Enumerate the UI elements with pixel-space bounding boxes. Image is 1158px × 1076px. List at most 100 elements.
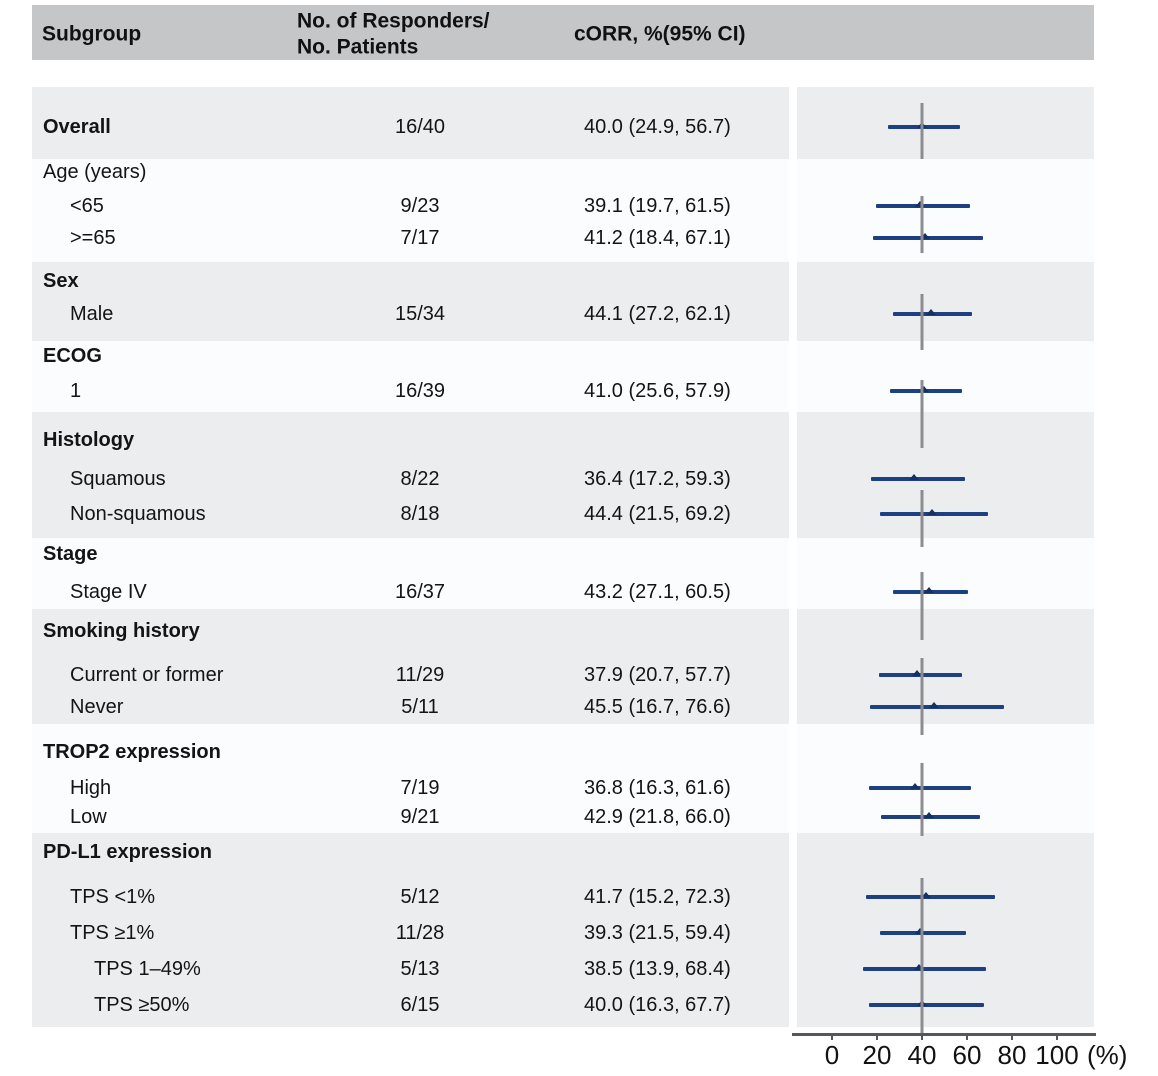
responders-value: 8/22 [400, 468, 440, 490]
reference-line-segment [920, 294, 924, 350]
point-estimate-marker [919, 233, 930, 239]
point-estimate-marker [919, 386, 930, 392]
responders-value: 5/11 [401, 696, 439, 718]
subgroup-label: Never [70, 696, 124, 718]
corr-value: 45.5 (16.7, 76.6) [584, 696, 731, 718]
x-axis-tick [831, 1033, 833, 1040]
subgroup-label: Low [70, 806, 107, 828]
reference-line-segment [920, 490, 924, 547]
reference-line-segment [920, 763, 924, 836]
corr-value: 43.2 (27.1, 60.5) [584, 581, 731, 603]
section-band [797, 412, 1094, 538]
ci-line [863, 967, 986, 971]
column-header-subgroup: Subgroup [42, 22, 142, 46]
section-band [32, 341, 789, 412]
responders-value: 5/13 [400, 958, 440, 980]
section-title: Age (years) [43, 161, 147, 183]
corr-value: 42.9 (21.8, 66.0) [584, 806, 731, 828]
section-band [797, 341, 1094, 412]
corr-value: 36.8 (16.3, 61.6) [584, 777, 731, 799]
responders-value: 15/34 [394, 303, 446, 325]
section-band [32, 87, 789, 159]
column-header-responders-line1: No. of Responders/ [297, 9, 490, 33]
corr-value: 38.5 (13.9, 68.4) [584, 958, 731, 980]
reference-line-segment [920, 103, 924, 159]
corr-value: 41.7 (15.2, 72.3) [584, 886, 731, 908]
section-band [797, 262, 1094, 341]
x-axis-tick-label: 0 [824, 1040, 840, 1070]
corr-value: 36.4 (17.2, 59.3) [584, 468, 731, 490]
corr-value: 41.2 (18.4, 67.1) [584, 227, 731, 249]
x-axis-tick-label: 20 [862, 1040, 892, 1070]
responders-value: 6/15 [400, 994, 440, 1016]
subgroup-label: High [70, 777, 112, 799]
reference-line-segment [920, 572, 924, 640]
corr-value: 37.9 (20.7, 57.7) [584, 664, 731, 686]
subgroup-label: Overall [43, 116, 111, 138]
point-estimate-marker [915, 928, 926, 934]
corr-value: 44.1 (27.2, 62.1) [584, 303, 731, 325]
point-estimate-marker [926, 309, 937, 315]
point-estimate-marker [913, 964, 924, 970]
subgroup-label: TPS ≥50% [94, 994, 190, 1016]
x-axis-unit-label: (%) [1087, 1040, 1128, 1070]
subgroup-label: TPS 1–49% [94, 958, 201, 980]
point-estimate-marker [908, 474, 919, 480]
responders-value: 9/21 [400, 806, 440, 828]
x-axis-tick [1011, 1033, 1013, 1040]
section-band [32, 833, 789, 1027]
responders-value: 11/29 [395, 664, 445, 686]
section-band [32, 412, 789, 538]
section-title: ECOG [43, 345, 102, 367]
section-band [797, 609, 1094, 724]
responders-value: 11/28 [395, 922, 445, 944]
x-axis-tick [1056, 1033, 1058, 1040]
point-estimate-marker [926, 509, 937, 515]
subgroup-label: <65 [70, 195, 104, 217]
x-axis-tick-label: 40 [907, 1040, 937, 1070]
section-band [32, 538, 789, 609]
point-estimate-marker [920, 892, 931, 898]
corr-value: 44.4 (21.5, 69.2) [584, 503, 731, 525]
column-header-band [32, 5, 1094, 60]
section-band [797, 538, 1094, 609]
x-axis-line [792, 1033, 1096, 1036]
subgroup-label: 1 [70, 380, 82, 402]
corr-value: 39.1 (19.7, 61.5) [584, 195, 731, 217]
x-axis-tick-label: 100 [1035, 1040, 1079, 1070]
section-band [797, 833, 1094, 1027]
section-title: Smoking history [43, 620, 200, 642]
section-band [32, 609, 789, 724]
section-title: PD-L1 expression [43, 841, 212, 863]
section-title: TROP2 expression [43, 741, 221, 763]
column-header-corr: cORR, %(95% CI) [574, 22, 746, 46]
section-title: Sex [43, 270, 79, 292]
section-band [32, 724, 789, 833]
responders-value: 7/17 [400, 227, 440, 249]
responders-value: 16/37 [394, 581, 446, 603]
x-axis-tick-label: 60 [952, 1040, 982, 1070]
column-header-responders-line2: No. Patients [297, 35, 419, 59]
x-axis-tick [876, 1033, 878, 1040]
responders-value: 8/18 [400, 503, 440, 525]
responders-value: 9/23 [400, 195, 440, 217]
reference-line-segment [920, 196, 924, 253]
subgroup-label: Squamous [70, 468, 166, 490]
corr-value: 41.0 (25.6, 57.9) [584, 380, 731, 402]
x-axis-tick [966, 1033, 968, 1040]
corr-value: 40.0 (24.9, 56.7) [584, 116, 731, 138]
section-band [797, 87, 1094, 159]
subgroup-label: Current or former [70, 664, 224, 686]
section-band [32, 262, 789, 341]
point-estimate-marker [909, 783, 920, 789]
x-axis-tick-label: 80 [997, 1040, 1027, 1070]
subgroup-label: >=65 [70, 227, 116, 249]
reference-line-segment [920, 878, 924, 1033]
reference-line-segment [920, 658, 924, 735]
section-title: Histology [43, 429, 135, 451]
point-estimate-marker [924, 587, 935, 593]
corr-value: 39.3 (21.5, 59.4) [584, 922, 731, 944]
responders-value: 5/12 [400, 886, 440, 908]
responders-value: 7/19 [400, 777, 440, 799]
